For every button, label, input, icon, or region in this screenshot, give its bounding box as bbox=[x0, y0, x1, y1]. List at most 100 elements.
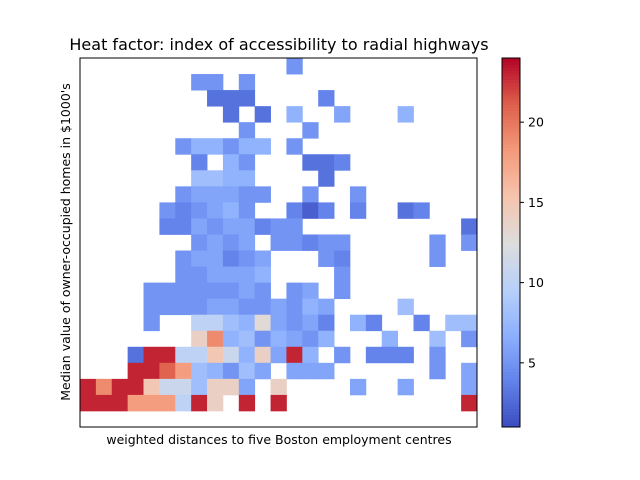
colorbar-segment bbox=[502, 91, 520, 96]
plot-frame bbox=[79, 57, 478, 428]
heatmap-cell bbox=[207, 74, 224, 91]
heatmap-cell bbox=[143, 378, 160, 396]
heatmap-cell bbox=[222, 154, 240, 171]
heatmap-cell bbox=[334, 266, 351, 284]
colorbar-segment bbox=[502, 70, 520, 74]
heatmap-cell bbox=[238, 202, 256, 219]
heatmap-cell bbox=[254, 218, 271, 235]
heatmap-cell bbox=[286, 218, 303, 235]
colorbar-segment bbox=[502, 260, 520, 265]
heatmap-cell bbox=[286, 58, 303, 75]
heatmap-cell bbox=[302, 314, 319, 332]
colorbar-segment bbox=[502, 310, 520, 314]
colorbar-segment bbox=[502, 328, 520, 333]
heatmap-cell bbox=[222, 250, 240, 267]
colorbar-segment bbox=[502, 156, 520, 160]
colorbar-segment bbox=[502, 285, 520, 290]
colorbar-segment bbox=[502, 205, 520, 210]
heatmap-cell bbox=[286, 346, 303, 364]
colorbar-segment bbox=[502, 153, 520, 157]
heatmap-cell bbox=[143, 282, 160, 300]
heatmap-cell bbox=[334, 154, 351, 171]
colorbar-tick-label: 5 bbox=[528, 355, 536, 370]
heatmap-cell bbox=[222, 218, 240, 235]
heatmap-cell bbox=[222, 202, 240, 219]
heatmap-cell bbox=[429, 330, 446, 348]
heatmap-cell bbox=[238, 266, 256, 284]
heatmap-cell bbox=[302, 346, 319, 364]
colorbar-segment bbox=[502, 264, 520, 268]
heatmap-cell bbox=[397, 346, 414, 364]
heatmap-cell bbox=[461, 394, 478, 412]
heatmap-cell bbox=[334, 282, 351, 300]
colorbar-segment bbox=[502, 184, 520, 188]
colorbar-segment bbox=[502, 282, 520, 287]
colorbar-segment bbox=[502, 331, 520, 336]
colorbar-segment bbox=[502, 405, 520, 410]
heatmap-cell bbox=[207, 186, 224, 203]
heatmap-cell bbox=[270, 218, 287, 235]
heatmap-cell bbox=[286, 298, 303, 316]
heatmap-cell bbox=[365, 314, 383, 332]
heatmap-cell bbox=[254, 266, 271, 284]
colorbar-segment bbox=[502, 340, 520, 345]
colorbar-segment bbox=[502, 233, 520, 237]
heatmap-cell bbox=[254, 314, 271, 332]
heatmap-cell bbox=[159, 346, 176, 364]
heatmap-cell bbox=[286, 362, 303, 380]
colorbar-segment bbox=[502, 417, 520, 422]
colorbar-segment bbox=[502, 396, 520, 400]
heatmap-cell bbox=[238, 250, 256, 267]
colorbar-segment bbox=[502, 411, 520, 416]
heatmap-cell bbox=[207, 314, 224, 332]
heatmap-cell bbox=[222, 282, 240, 300]
heatmap-cell bbox=[334, 234, 351, 251]
heatmap-cell bbox=[254, 186, 271, 203]
heatmap-cell bbox=[286, 202, 303, 219]
colorbar-segment bbox=[502, 334, 520, 339]
heatmap-cell bbox=[238, 234, 256, 251]
colorbar-segment bbox=[502, 347, 520, 351]
colorbar-segment bbox=[502, 227, 520, 231]
colorbar-segment bbox=[502, 82, 520, 87]
heatmap-cell bbox=[175, 378, 192, 396]
colorbar-segment bbox=[502, 88, 520, 93]
colorbar-segment bbox=[502, 159, 520, 164]
heatmap-cell bbox=[238, 186, 256, 203]
heatmap-cell bbox=[207, 218, 224, 235]
heatmap-cell bbox=[238, 394, 256, 412]
heatmap-cell bbox=[270, 378, 287, 396]
heatmap-cell bbox=[222, 90, 240, 107]
heatmap-cell bbox=[397, 378, 414, 396]
heatmap-cell bbox=[175, 250, 192, 267]
heatmap-cell bbox=[143, 298, 160, 316]
colorbar-segment bbox=[502, 181, 520, 185]
colorbar: 5 10 15 20 bbox=[501, 57, 544, 428]
heatmap-cell bbox=[429, 234, 446, 251]
heatmap-cell bbox=[207, 138, 224, 155]
heatmap-cell bbox=[413, 202, 430, 219]
colorbar-segment bbox=[502, 79, 520, 84]
colorbar-segment bbox=[502, 242, 520, 247]
colorbar-segment bbox=[502, 294, 520, 299]
colorbar-segment bbox=[502, 276, 520, 280]
heatmap-cell bbox=[270, 330, 287, 348]
colorbar-segment bbox=[502, 141, 520, 145]
heatmap-cell bbox=[191, 202, 208, 219]
heatmap-cell bbox=[111, 378, 129, 396]
colorbar-segment bbox=[502, 356, 520, 360]
heatmap-cell bbox=[207, 330, 224, 348]
heatmap-cell bbox=[222, 346, 240, 364]
colorbar-segment bbox=[502, 128, 520, 133]
colorbar-tick-label: 10 bbox=[528, 275, 544, 290]
heatmap-cell bbox=[302, 298, 319, 316]
colorbar-segment bbox=[502, 267, 520, 271]
heatmap-cell bbox=[191, 138, 208, 155]
colorbar-segment bbox=[502, 162, 520, 167]
heatmap-cell bbox=[270, 234, 287, 251]
heatmap-cell bbox=[238, 170, 256, 187]
colorbar-segment bbox=[502, 116, 520, 121]
colorbar-frame bbox=[501, 57, 521, 428]
heatmap-cell bbox=[191, 154, 208, 171]
colorbar-segment bbox=[502, 408, 520, 413]
